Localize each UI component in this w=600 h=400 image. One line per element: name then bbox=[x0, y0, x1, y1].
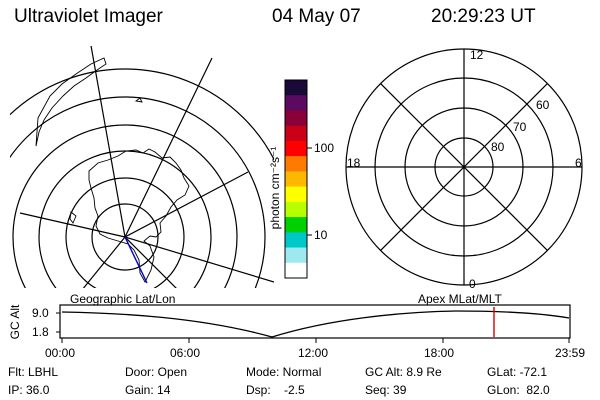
longitude-line bbox=[124, 171, 249, 238]
colorbar-band bbox=[285, 201, 307, 218]
colorbar-band bbox=[285, 232, 307, 248]
colorbar-band bbox=[285, 217, 307, 233]
coastline-fragment bbox=[134, 97, 143, 103]
altitude-y-tick-low: 1.8 bbox=[32, 325, 49, 339]
altitude-plot-frame bbox=[59, 304, 571, 339]
longitude-line bbox=[124, 57, 213, 238]
colorbar-tick-10: 10 bbox=[314, 228, 328, 242]
mlt-label-12: 12 bbox=[470, 48, 484, 62]
colorbar-band bbox=[285, 80, 307, 96]
latitude-circle bbox=[65, 177, 185, 288]
x-tick-label: 06:00 bbox=[170, 346, 201, 360]
latitude-circle bbox=[10, 68, 274, 161]
colorbar-band bbox=[285, 95, 307, 111]
time-label: 20:29:23 UT bbox=[431, 6, 536, 27]
x-tick-label: 18:00 bbox=[424, 346, 455, 360]
x-tick-label: 12:00 bbox=[298, 346, 329, 360]
mlt-diagonal bbox=[380, 83, 548, 251]
colorbar-label: photon cm⁻²s⁻¹ bbox=[268, 146, 282, 230]
altitude-plot bbox=[56, 304, 571, 343]
x-tick-label: 23:59 bbox=[555, 346, 586, 360]
mlt-label-0: 0 bbox=[469, 277, 476, 291]
longitude-line bbox=[19, 212, 126, 238]
longitude-line bbox=[124, 236, 177, 288]
gain-status: Gain: 14 bbox=[125, 383, 171, 397]
altitude-curve bbox=[61, 310, 570, 338]
spacecraft-track bbox=[124, 236, 148, 284]
colorbar-band bbox=[285, 125, 307, 142]
x-tick-label: 00:00 bbox=[45, 346, 76, 360]
longitude-line bbox=[124, 236, 274, 283]
latitude-circle bbox=[38, 150, 212, 288]
geographic-label: Geographic Lat/Lon bbox=[70, 292, 176, 306]
mode-status: Mode: Normal bbox=[246, 365, 322, 379]
colorbar-band bbox=[285, 110, 307, 126]
ip-status: IP: 36.0 bbox=[8, 383, 50, 397]
coastline-antarctica bbox=[88, 148, 190, 283]
glon-status: GLon: 82.0 bbox=[487, 383, 550, 397]
instrument-title: Ultraviolet Imager bbox=[14, 6, 163, 27]
door-status: Door: Open bbox=[125, 365, 188, 379]
colorbar-band bbox=[285, 186, 307, 203]
colorbar-band bbox=[285, 247, 307, 264]
geographic-map bbox=[10, 46, 274, 288]
apex-label: Apex MLat/MLT bbox=[418, 292, 502, 306]
colorbar-tick-100: 100 bbox=[314, 141, 335, 155]
mlt-lat-70: 70 bbox=[513, 120, 527, 134]
mlt-label-18: 18 bbox=[347, 156, 361, 170]
mlt-lat-80: 80 bbox=[491, 140, 505, 154]
mlt-lat-60: 60 bbox=[536, 98, 550, 112]
mlt-label-6: 6 bbox=[575, 156, 582, 170]
coastline-south-america bbox=[35, 57, 107, 147]
mlt-dial bbox=[345, 48, 583, 286]
dsp-status: Dsp: -2.5 bbox=[246, 383, 305, 397]
latitude-circle bbox=[10, 96, 266, 288]
altitude-axis-title: GC Alt bbox=[8, 304, 22, 340]
latitude-circle bbox=[12, 124, 238, 288]
colorbar-band bbox=[285, 140, 307, 157]
latitude-circle bbox=[91, 203, 159, 271]
colorbar-band bbox=[285, 156, 307, 172]
seq-status: Seq: 39 bbox=[365, 383, 407, 397]
filter-status: Flt: LBHL bbox=[8, 365, 59, 379]
longitude-line bbox=[90, 46, 126, 238]
colorbar bbox=[284, 79, 312, 279]
gc-alt-status: GC Alt: 8.9 Re bbox=[365, 365, 442, 379]
colorbar-band bbox=[285, 262, 307, 279]
date-label: 04 May 07 bbox=[272, 6, 361, 27]
coastline-fragment bbox=[69, 211, 77, 224]
altitude-y-tick-high: 9.0 bbox=[32, 306, 49, 320]
colorbar-frame bbox=[284, 79, 308, 279]
colorbar-band bbox=[285, 171, 307, 187]
longitude-line bbox=[82, 236, 126, 288]
glat-status: GLat: -72.1 bbox=[487, 365, 548, 379]
